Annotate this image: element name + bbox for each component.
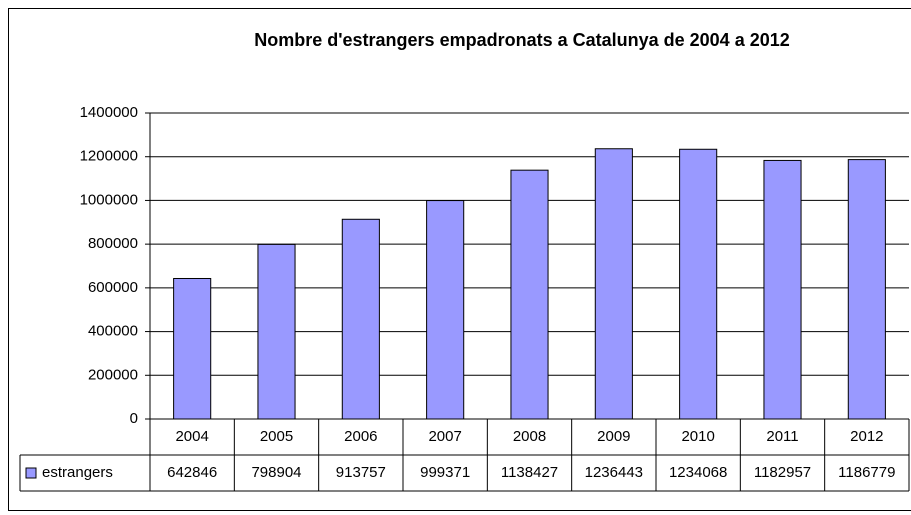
x-tick-label: 2005: [260, 428, 293, 445]
y-tick-label: 1000000: [80, 191, 138, 208]
bar: [173, 277, 212, 420]
bar: [847, 159, 886, 420]
x-tick-label: 2006: [344, 428, 377, 445]
x-tick-label: 2004: [175, 428, 208, 445]
table-value: 1186779: [838, 464, 895, 481]
x-tick-label: 2007: [428, 428, 461, 445]
bar: [426, 200, 465, 420]
table-value: 1138427: [501, 464, 558, 481]
table-value: 798904: [251, 464, 301, 481]
y-tick-label: 600000: [88, 279, 138, 296]
x-tick-label: 2008: [513, 428, 546, 445]
bar: [341, 218, 380, 420]
bar: [257, 243, 296, 420]
y-tick-label: 0: [130, 410, 138, 427]
legend-label: estrangers: [42, 464, 113, 481]
table-value: 642846: [167, 464, 217, 481]
bar: [763, 159, 802, 420]
x-tick-label: 2009: [597, 428, 630, 445]
y-tick-label: 400000: [88, 323, 138, 340]
table-value: 1236443: [585, 464, 643, 481]
bar: [679, 148, 718, 420]
bar: [594, 148, 633, 420]
legend-swatch: [25, 467, 37, 479]
y-tick-label: 1400000: [80, 104, 138, 121]
y-tick-label: 200000: [88, 366, 138, 383]
table-value: 913757: [336, 464, 386, 481]
x-tick-label: 2010: [681, 428, 714, 445]
y-tick-label: 800000: [88, 235, 138, 252]
y-tick-label: 1200000: [80, 148, 138, 165]
table-value: 999371: [420, 464, 470, 481]
x-tick-label: 2012: [850, 428, 883, 445]
table-value: 1182957: [754, 464, 811, 481]
chart-title: Nombre d'estrangers empadronats a Catalu…: [254, 30, 790, 50]
table-value: 1234068: [669, 464, 727, 481]
x-tick-label: 2011: [766, 428, 798, 445]
bar: [510, 169, 549, 420]
